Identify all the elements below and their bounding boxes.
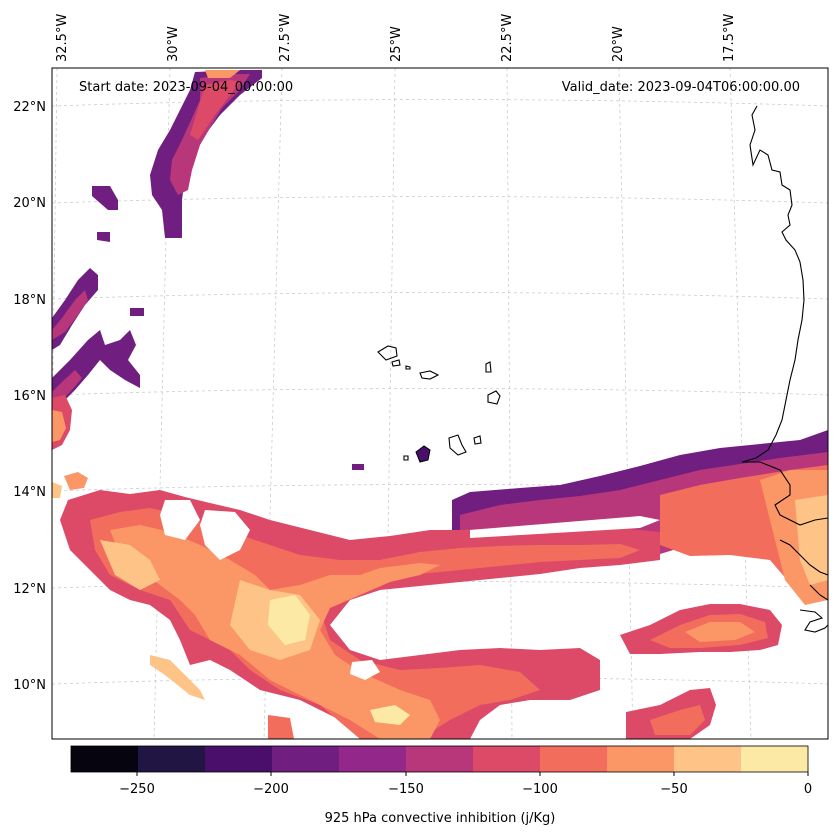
cin-speck-4 (352, 464, 364, 470)
cape-verde-4 (419, 370, 440, 380)
cape-verde-fogo (415, 445, 431, 463)
colorbar-swatch (272, 746, 340, 772)
colorbar-swatch (607, 746, 675, 772)
colorbar-swatch (540, 746, 608, 772)
lat-tick-1: 22°N (13, 100, 46, 115)
cbar-tick-3: −150 (388, 782, 424, 797)
colorbar-border (70, 745, 809, 773)
start-date-annotation: Start date: 2023-09-04_00:00:00 (79, 80, 293, 95)
cin-sw-small-2 (268, 715, 294, 739)
lat-tick-4: 16°N (13, 389, 46, 404)
cin-se-blob-core (685, 622, 755, 642)
cin-north-inner (190, 80, 240, 140)
colorbar-ticks: −250 −200 −150 −100 −50 0 (119, 782, 812, 797)
cin-west-2-mid (52, 370, 82, 405)
cin-west-2-outer (52, 330, 140, 410)
cbar-tick-6: 0 (804, 782, 812, 797)
cbar-tick-2: −200 (253, 782, 289, 797)
lon-tick-2: 30°W (166, 26, 181, 62)
cin-speck-3 (130, 308, 144, 316)
lon-tick-3: 27.5°W (278, 14, 293, 62)
lon-tick-7: 17.5°W (722, 14, 737, 62)
cin-hole-1 (160, 500, 200, 540)
lat-tick-3: 18°N (13, 293, 46, 308)
cape-verde-1 (377, 345, 398, 361)
map-content (52, 68, 828, 739)
lon-tick-4: 25°W (389, 26, 404, 62)
lon-tick-5: 22.5°W (500, 14, 515, 62)
colorbar-swatch (71, 746, 139, 772)
cape-verde-2 (391, 359, 401, 367)
cin-north-mid (170, 74, 250, 195)
cin-hole-4 (470, 516, 660, 538)
colorbar (70, 745, 809, 776)
cin-hole-2 (200, 510, 250, 560)
lon-tick-6: 20°W (611, 26, 626, 62)
cape-verde-5 (485, 361, 492, 373)
cin-sw-peak-2 (370, 705, 410, 725)
africa-coast (741, 105, 828, 526)
cin-sw-peak (268, 595, 310, 645)
colorbar-swatch (205, 746, 273, 772)
lat-tick-7: 10°N (13, 678, 46, 693)
colorbar-swatch (406, 746, 474, 772)
cin-west-3-core (52, 410, 66, 442)
cin-band-jet-peak (795, 495, 828, 585)
valid-date-annotation: Valid_date: 2023-09-04T06:00:00.00 (562, 80, 800, 95)
cin-west-5 (52, 482, 62, 498)
cape-verde-9 (403, 455, 409, 461)
cin-north-outer (150, 70, 262, 238)
cin-speck-2 (97, 232, 110, 242)
cin-speck-1 (92, 186, 118, 210)
africa-coast-south (779, 539, 828, 633)
cin-west-mid (52, 290, 88, 340)
colorbar-swatch (473, 746, 541, 772)
colorbar-swatch (339, 746, 407, 772)
cbar-tick-5: −50 (660, 782, 687, 797)
cbar-tick-1: −250 (119, 782, 155, 797)
cape-verde-3 (405, 365, 411, 370)
cape-verde-7 (448, 434, 467, 456)
lat-tick-2: 20°N (13, 196, 46, 211)
cin-se-small-core (650, 705, 705, 735)
cin-north-top (205, 70, 240, 78)
coastlines (377, 105, 828, 633)
cin-field (52, 70, 828, 739)
cin-hole-3 (350, 660, 380, 680)
lat-tick-labels: 22°N 20°N 18°N 16°N 14°N 12°N 10°N (13, 100, 46, 693)
lon-tick-1: 32.5°W (55, 14, 70, 62)
cin-west-4 (64, 472, 88, 490)
cin-sw-small-1 (150, 655, 205, 700)
cape-verde-6 (487, 390, 501, 405)
cape-verde-8 (473, 435, 482, 445)
lat-tick-6: 12°N (13, 582, 46, 597)
lon-tick-labels: 32.5°W 30°W 27.5°W 25°W 22.5°W 20°W 17.5… (55, 14, 737, 62)
colorbar-swatch (741, 746, 809, 772)
lat-tick-5: 14°N (13, 485, 46, 500)
cbar-tick-4: −100 (522, 782, 558, 797)
cin-sw-core (100, 540, 160, 590)
colorbar-swatch (674, 746, 742, 772)
colorbar-swatch (138, 746, 206, 772)
map-frame (51, 67, 829, 740)
colorbar-label: 925 hPa convective inhibition (j/Kg) (325, 811, 556, 826)
